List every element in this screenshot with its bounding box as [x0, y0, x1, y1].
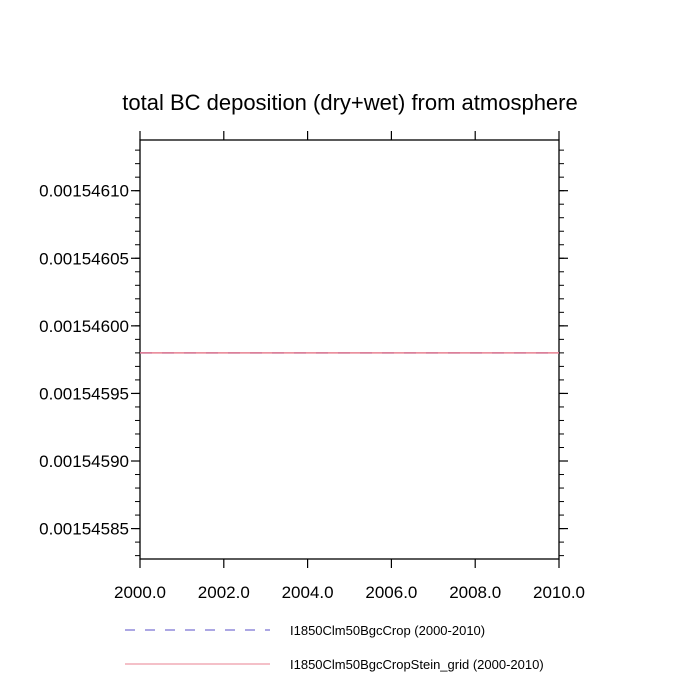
- legend-label: I1850Clm50BgcCrop (2000-2010): [290, 623, 485, 638]
- chart-title: total BC deposition (dry+wet) from atmos…: [122, 90, 577, 115]
- x-tick-label: 2002.0: [198, 583, 250, 602]
- y-tick-label: 0.00154600: [39, 317, 129, 336]
- legend: I1850Clm50BgcCrop (2000-2010) I1850Clm50B…: [125, 623, 544, 672]
- x-tick-label: 2006.0: [365, 583, 417, 602]
- x-tick-label: 2004.0: [282, 583, 334, 602]
- y-tick-label: 0.00154595: [39, 384, 129, 403]
- y-axis: 0.00154585 0.00154590 0.00154595 0.00154600…: [39, 182, 568, 539]
- x-axis: 2000.0 2002.0 2004.0 2006.0 2008.0 2010.0: [114, 131, 585, 602]
- x-tick-label: 2010.0: [533, 583, 585, 602]
- y-tick-label: 0.00154590: [39, 452, 129, 471]
- plot-frame: [139, 139, 560, 560]
- x-tick-label: 2000.0: [114, 583, 166, 602]
- y-tick-label: 0.00154585: [39, 520, 129, 539]
- x-tick-label: 2008.0: [449, 583, 501, 602]
- y-tick-label: 0.00154610: [39, 182, 129, 201]
- legend-label: I1850Clm50BgcCropStein_grid (2000-2010): [290, 657, 544, 672]
- y-tick-label: 0.00154605: [39, 249, 129, 268]
